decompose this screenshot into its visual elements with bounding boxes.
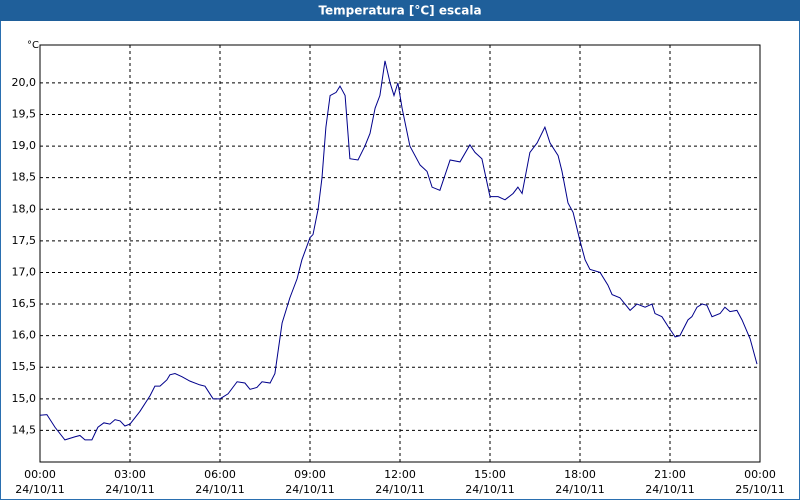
- x-tick-date: 24/10/11: [105, 483, 154, 496]
- y-tick-label: 16,0: [12, 329, 37, 342]
- y-tick-label: 14,5: [12, 423, 37, 436]
- title-bar: [0, 0, 800, 21]
- x-tick-label: 00:00: [24, 468, 56, 481]
- x-tick-label: 00:00: [744, 468, 776, 481]
- y-tick-label: 15,0: [12, 392, 37, 405]
- x-tick-date: 25/10/11: [735, 483, 784, 496]
- y-tick-label: 19,0: [12, 139, 37, 152]
- x-tick-date: 24/10/11: [555, 483, 604, 496]
- y-tick-label: 19,5: [12, 108, 37, 121]
- x-tick-label: 18:00: [564, 468, 596, 481]
- x-tick-date: 24/10/11: [195, 483, 244, 496]
- data-line: [39, 60, 758, 441]
- y-tick-label: 15,5: [12, 360, 37, 373]
- y-tick-label: 16,5: [12, 297, 37, 310]
- y-tick-label: 17,5: [12, 234, 37, 247]
- x-tick-date: 24/10/11: [375, 483, 424, 496]
- x-tick-date: 24/10/11: [285, 483, 334, 496]
- y-tick-label: 18,5: [12, 171, 37, 184]
- y-tick-label: 18,0: [12, 202, 37, 215]
- x-tick-label: 15:00: [474, 468, 506, 481]
- x-tick-label: 12:00: [384, 468, 416, 481]
- x-tick-label: 09:00: [294, 468, 326, 481]
- x-tick-date: 24/10/11: [645, 483, 694, 496]
- chart-title: Temperatura [°C] escala: [318, 4, 481, 18]
- x-tick-date: 24/10/11: [15, 483, 64, 496]
- x-tick-label: 21:00: [654, 468, 686, 481]
- y-tick-label: 20,0: [12, 76, 37, 89]
- x-tick-date: 24/10/11: [465, 483, 514, 496]
- y-axis-label: °C: [27, 40, 39, 51]
- x-tick-label: 03:00: [114, 468, 146, 481]
- y-tick-label: 17,0: [12, 265, 37, 278]
- x-tick-label: 06:00: [204, 468, 236, 481]
